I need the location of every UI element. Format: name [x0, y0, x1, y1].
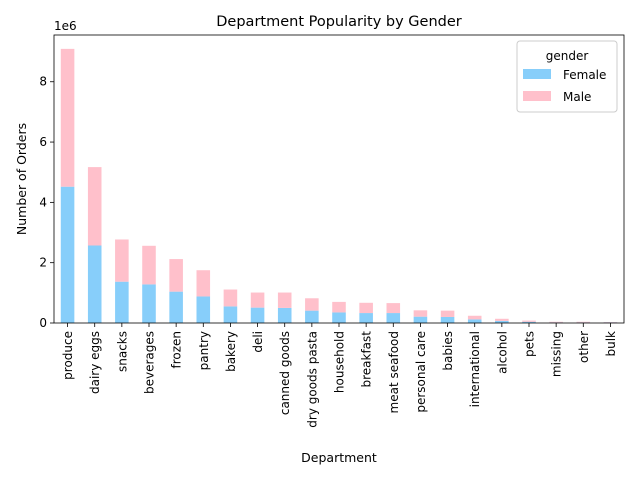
legend-swatch-female [523, 69, 551, 79]
x-tick-label: frozen [170, 331, 184, 369]
x-tick-label: produce [61, 331, 75, 380]
bar-female-dry-goods-pasta [305, 311, 319, 323]
x-tick-label: dairy eggs [88, 331, 102, 394]
y-tick-label: 8 [39, 75, 47, 89]
y-axis-ticks: 0 2 4 6 8 [39, 75, 54, 330]
bar-female-snacks [115, 282, 129, 323]
bar-female-household [332, 312, 346, 323]
bar-female-personal-care [414, 317, 428, 323]
y-tick-label: 6 [39, 135, 47, 149]
x-tick-label: personal care [414, 331, 428, 413]
legend-label-female: Female [563, 68, 606, 82]
bar-male-deli [251, 293, 265, 308]
x-tick-label: beverages [143, 331, 157, 394]
bar-female-bakery [224, 306, 238, 323]
x-tick-label: missing [550, 331, 564, 377]
bar-female-international [468, 319, 482, 323]
bar-male-produce [61, 49, 75, 187]
bar-female-babies [441, 317, 455, 323]
y-tick-label: 2 [39, 256, 47, 270]
bar-female-pantry [197, 296, 211, 323]
y-offset-label: 1e6 [54, 19, 77, 33]
y-tick-label: 4 [39, 195, 47, 209]
bar-male-dairy-eggs [88, 167, 102, 245]
bar-female-meat-seafood [387, 313, 401, 323]
bar-female-beverages [142, 284, 156, 323]
legend-title: gender [546, 49, 589, 63]
x-axis-label: Department [301, 450, 377, 465]
x-tick-label: pantry [197, 331, 211, 370]
y-tick-label: 0 [39, 316, 47, 330]
bar-female-produce [61, 187, 75, 323]
bar-male-other [577, 322, 591, 323]
legend-swatch-male [523, 91, 551, 101]
x-tick-label: babies [441, 331, 455, 371]
bar-male-snacks [115, 239, 129, 281]
bar-female-frozen [169, 292, 183, 323]
legend: gender Female Male [517, 41, 617, 112]
bar-male-household [332, 302, 346, 313]
x-axis-ticks: produce dairy eggs snacks beverages frozen pa… [61, 323, 618, 428]
bar-male-bakery [224, 290, 238, 307]
bar-male-canned-goods [278, 293, 292, 308]
x-tick-label: international [468, 331, 482, 407]
bar-male-pets [522, 321, 536, 322]
y-axis-label: Number of Orders [14, 123, 29, 235]
bar-female-breakfast [359, 313, 373, 323]
x-tick-label: breakfast [360, 331, 374, 388]
legend-label-male: Male [563, 90, 591, 104]
bar-male-meat-seafood [387, 303, 401, 313]
bar-female-canned-goods [278, 308, 292, 323]
bar-male-dry-goods-pasta [305, 298, 319, 310]
x-tick-label: deli [251, 331, 265, 353]
bar-male-personal-care [414, 310, 428, 316]
bar-male-international [468, 316, 482, 320]
bar-female-dairy-eggs [88, 245, 102, 323]
x-tick-label: snacks [115, 331, 129, 372]
x-tick-label: dry goods pasta [305, 331, 319, 428]
bar-female-deli [251, 308, 265, 323]
bar-male-frozen [169, 259, 183, 292]
bar-male-missing [549, 322, 563, 323]
x-tick-label: other [577, 331, 591, 363]
bar-male-breakfast [359, 303, 373, 313]
x-tick-label: bakery [224, 331, 238, 372]
x-tick-label: alcohol [495, 331, 509, 374]
bar-male-babies [441, 311, 455, 317]
bar-male-beverages [142, 246, 156, 285]
x-tick-label: pets [523, 331, 537, 357]
x-tick-label: bulk [604, 331, 618, 357]
x-tick-label: household [333, 331, 347, 393]
bar-male-alcohol [495, 319, 509, 321]
bar-male-pantry [197, 270, 211, 296]
chart-title: Department Popularity by Gender [216, 14, 461, 30]
x-tick-label: canned goods [278, 331, 292, 415]
x-tick-label: meat seafood [387, 331, 401, 413]
